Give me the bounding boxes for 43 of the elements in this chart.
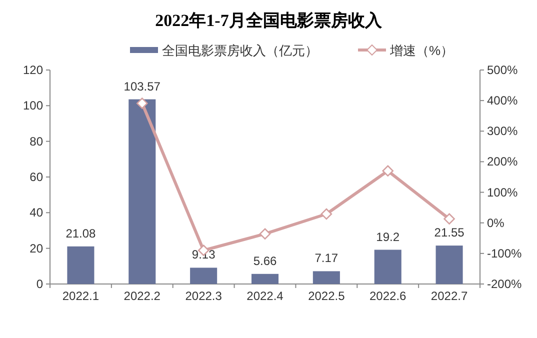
y-tick-label: 60 — [30, 170, 44, 184]
y2-tick-label: 300% — [487, 124, 518, 138]
data-label: 103.57 — [124, 79, 161, 94]
data-label: 21.08 — [66, 226, 96, 240]
y2-tick-label: 0% — [487, 216, 505, 230]
y2-tick-label: 400% — [487, 94, 518, 108]
y2-tick-label: 500% — [487, 63, 518, 77]
x-tick-label: 2022.6 — [370, 289, 407, 303]
data-label: 5.66 — [253, 254, 277, 268]
bar — [67, 246, 94, 284]
bar — [190, 268, 218, 284]
x-tick-label: 2022.3 — [185, 289, 222, 303]
y2-tick-label: -200% — [487, 277, 522, 291]
y-tick-label: 120 — [22, 63, 44, 77]
bar — [436, 246, 463, 284]
y-tick-label: 80 — [30, 134, 44, 148]
data-label: 19.2 — [376, 230, 400, 244]
point — [136, 98, 148, 109]
y2-tick-label: -100% — [487, 246, 522, 260]
legend-label: 增速（%） — [389, 43, 454, 58]
point — [259, 228, 271, 240]
y-tick-label: 40 — [30, 206, 44, 220]
legend-label: 全国电影票房收入（亿元） — [162, 43, 318, 58]
point — [382, 165, 394, 177]
point — [320, 208, 332, 220]
x-tick-label: 2022.4 — [246, 289, 284, 303]
y2-tick-label: 100% — [487, 185, 518, 200]
data-label: 7.17 — [314, 251, 338, 266]
x-tick-label: 2022.1 — [62, 289, 100, 303]
bar — [128, 99, 156, 284]
y-tick-label: 100 — [22, 98, 44, 113]
x-tick-label: 2022.7 — [430, 289, 468, 303]
x-tick-label: 2022.5 — [308, 289, 346, 303]
y2-tick-label: 200% — [487, 154, 518, 169]
bar — [374, 250, 402, 284]
bar — [312, 271, 340, 284]
point — [444, 213, 455, 225]
bar — [251, 274, 279, 284]
y-tick-label: 0 — [36, 277, 44, 291]
chart-title: 2022年1-7月全国电影票房收入 — [155, 11, 383, 30]
x-tick-label: 2022.2 — [124, 289, 161, 303]
y-tick-label: 20 — [30, 241, 44, 256]
data-label: 21.55 — [434, 226, 465, 240]
